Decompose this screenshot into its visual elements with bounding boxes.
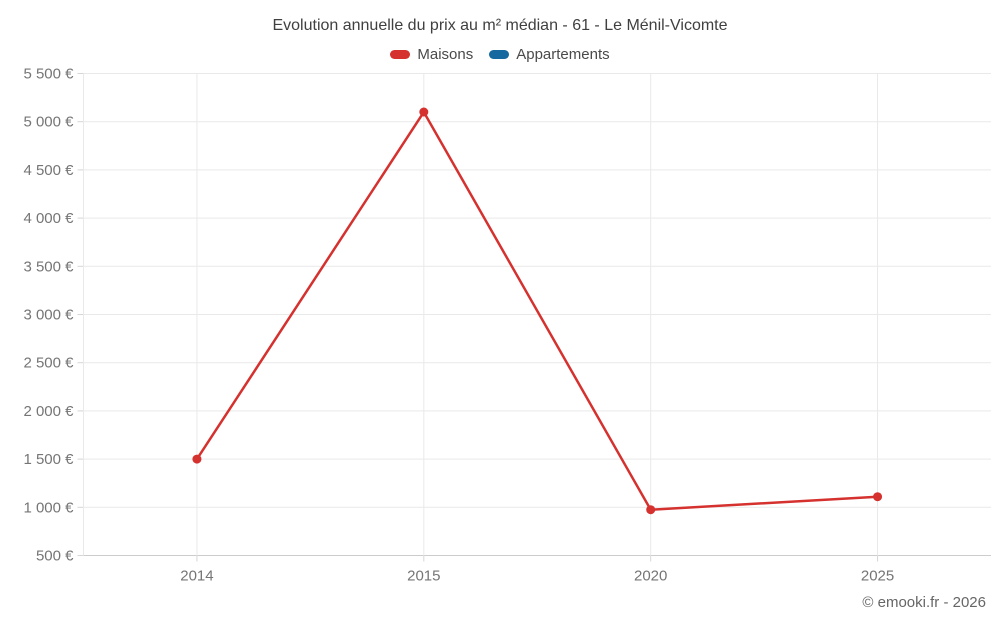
y-axis-label: 5 500 €	[23, 66, 74, 83]
y-axis-label: 2 500 €	[23, 355, 74, 372]
y-axis-label: 4 500 €	[23, 162, 74, 179]
legend-item-appartements[interactable]: Appartements	[489, 46, 610, 63]
x-axis-label: 2020	[634, 568, 667, 585]
y-axis-label: 4 000 €	[23, 210, 74, 227]
chart-title: Evolution annuelle du prix au m² médian …	[272, 17, 728, 34]
legend-item-maisons[interactable]: Maisons	[390, 46, 473, 63]
maisons-data-point[interactable]	[646, 505, 656, 515]
y-axis-label: 500 €	[36, 548, 74, 565]
x-axis-label: 2015	[407, 568, 440, 585]
y-axis-label: 3 500 €	[23, 258, 74, 275]
appartements-series-swatch-icon	[489, 50, 510, 59]
chart-legend: Maisons Appartements	[0, 46, 1000, 63]
maisons-line	[195, 110, 879, 511]
x-axis-label: 2025	[861, 568, 894, 585]
legend-label-appartements: Appartements	[516, 46, 610, 63]
y-axis-label: 2 000 €	[23, 403, 74, 420]
legend-label-maisons: Maisons	[417, 46, 474, 63]
maisons-data-point[interactable]	[419, 107, 429, 117]
x-axis-label: 2014	[180, 568, 213, 585]
y-axis-label: 5 000 €	[23, 114, 74, 131]
y-axis-label: 1 000 €	[23, 499, 74, 516]
y-axis-label: 1 500 €	[23, 451, 74, 468]
maisons-series-swatch-icon	[390, 50, 411, 59]
maisons-data-point[interactable]	[192, 454, 202, 464]
copyright: © emooki.fr - 2026	[862, 594, 986, 611]
maisons-data-point[interactable]	[873, 492, 883, 502]
y-axis-label: 3 000 €	[23, 307, 74, 324]
